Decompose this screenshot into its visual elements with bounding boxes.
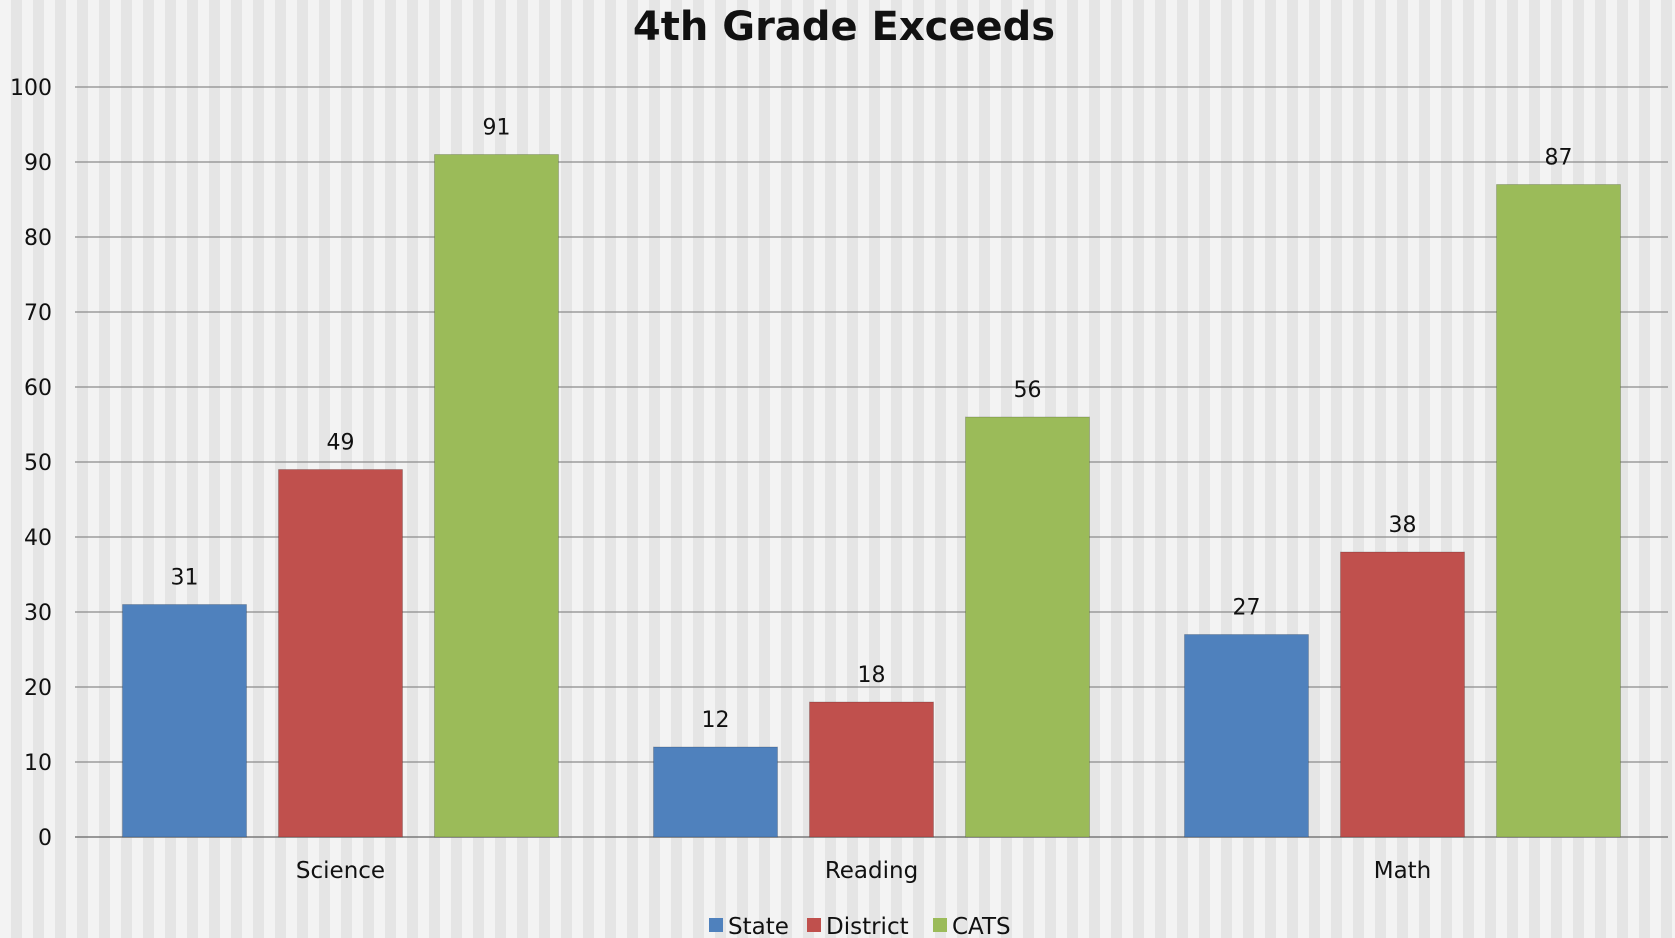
y-axis-ticks: 0 10 20 30 40 50 60 70 80 90 100 — [10, 76, 52, 851]
legend: State District CATS — [709, 914, 1011, 938]
y-tick-label: 90 — [24, 151, 52, 176]
data-label: 38 — [1389, 513, 1417, 538]
legend-swatch-district — [807, 918, 821, 932]
y-tick-label: 30 — [24, 601, 52, 626]
y-tick-label: 50 — [24, 451, 52, 476]
bar-district-reading — [809, 701, 934, 838]
y-tick-label: 100 — [10, 76, 52, 101]
data-label: 27 — [1233, 596, 1261, 621]
y-tick-label: 20 — [24, 676, 52, 701]
data-label: 56 — [1014, 378, 1042, 403]
legend-label-cats: CATS — [952, 914, 1011, 938]
data-label: 18 — [858, 663, 886, 688]
legend-label-district: District — [826, 914, 909, 938]
bar-district-math — [1340, 551, 1465, 838]
bar-cats-science — [434, 154, 559, 838]
x-axis-categories: Science Reading Math — [296, 858, 1431, 884]
category-label: Math — [1374, 858, 1432, 884]
y-tick-label: 60 — [24, 376, 52, 401]
bar-state-math — [1184, 634, 1309, 838]
y-tick-label: 0 — [38, 826, 52, 851]
bar-district-science — [278, 469, 403, 838]
data-label: 31 — [171, 566, 199, 591]
legend-swatch-cats — [933, 918, 947, 932]
bars — [122, 154, 1621, 838]
y-tick-label: 10 — [24, 751, 52, 776]
legend-label-state: State — [728, 914, 789, 938]
bar-state-science — [122, 604, 247, 838]
data-label: 91 — [483, 116, 511, 141]
data-label: 12 — [702, 708, 730, 733]
category-label: Science — [296, 858, 385, 884]
chart-title: 4th Grade Exceeds — [633, 4, 1055, 50]
data-label: 87 — [1545, 146, 1573, 171]
bar-cats-reading — [965, 416, 1090, 838]
category-label: Reading — [825, 858, 918, 884]
bar-cats-math — [1496, 184, 1621, 838]
data-label: 49 — [327, 431, 355, 456]
y-tick-label: 80 — [24, 226, 52, 251]
legend-swatch-state — [709, 918, 723, 932]
data-labels: 31 49 91 12 18 56 27 38 87 — [171, 116, 1573, 734]
bar-state-reading — [653, 746, 778, 838]
y-tick-label: 70 — [24, 301, 52, 326]
y-tick-label: 40 — [24, 526, 52, 551]
